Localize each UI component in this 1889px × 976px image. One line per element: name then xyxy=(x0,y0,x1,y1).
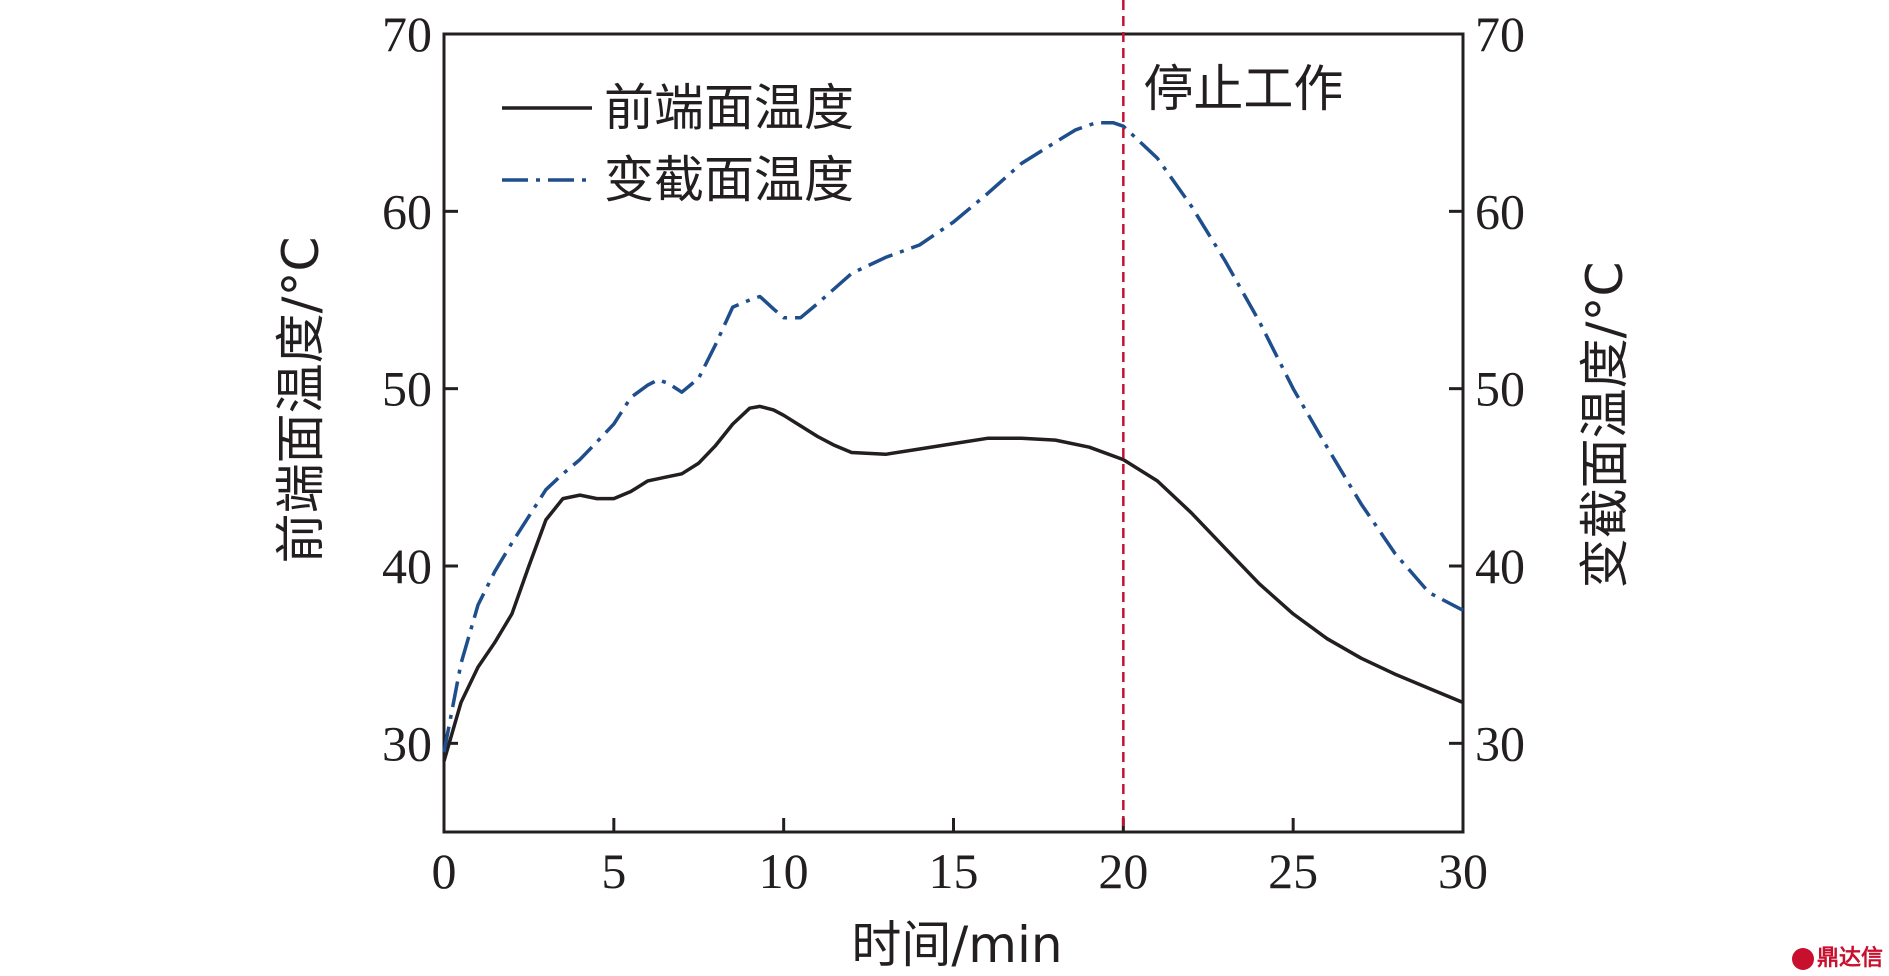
y-right-tick-label: 40 xyxy=(1475,538,1525,594)
x-tick-label: 5 xyxy=(601,843,626,899)
x-axis-title: 时间/min xyxy=(851,916,1062,974)
y-axis-right: 30 40 50 60 70 xyxy=(1449,6,1525,771)
y-right-tick-label: 30 xyxy=(1475,715,1525,771)
x-axis: 0 5 10 15 20 25 30 xyxy=(432,818,1488,899)
x-tick-label: 25 xyxy=(1268,843,1318,899)
y-axis-left-title: 前端面温度/°C xyxy=(272,237,330,564)
series-line-2 xyxy=(442,120,1464,753)
y-right-tick-label: 60 xyxy=(1475,183,1525,239)
watermark-logo-icon xyxy=(1791,948,1814,970)
legend-label-1: 前端面温度 xyxy=(604,79,854,137)
legend-label-2: 变截面温度 xyxy=(604,151,854,209)
y-right-tick-label: 70 xyxy=(1475,6,1525,62)
x-tick-label: 0 xyxy=(432,843,457,899)
y-axis-left: 30 40 50 60 70 xyxy=(382,6,458,771)
plot-frame xyxy=(442,32,1465,834)
y-right-tick-label: 50 xyxy=(1475,361,1525,417)
x-tick-label: 15 xyxy=(929,843,979,899)
watermark-text: 鼎达信 xyxy=(1816,946,1883,971)
y-axis-right-title: 变截面温度/°C xyxy=(1576,262,1634,589)
series-line-1 xyxy=(442,404,1464,762)
annotation-layer: 停止工作 xyxy=(1122,0,1343,832)
y-left-tick-label: 60 xyxy=(382,183,432,239)
series-layer xyxy=(442,120,1464,762)
watermark: 鼎达信 xyxy=(1791,940,1883,972)
y-left-tick-label: 50 xyxy=(382,361,432,417)
stop-work-label: 停止工作 xyxy=(1143,60,1343,118)
x-tick-label: 20 xyxy=(1098,843,1148,899)
plot-border xyxy=(442,32,1465,834)
x-tick-label: 30 xyxy=(1438,843,1488,899)
y-left-tick-label: 70 xyxy=(382,6,432,62)
y-left-tick-label: 40 xyxy=(382,538,432,594)
x-tick-label: 10 xyxy=(759,843,809,899)
y-left-tick-label: 30 xyxy=(382,715,432,771)
